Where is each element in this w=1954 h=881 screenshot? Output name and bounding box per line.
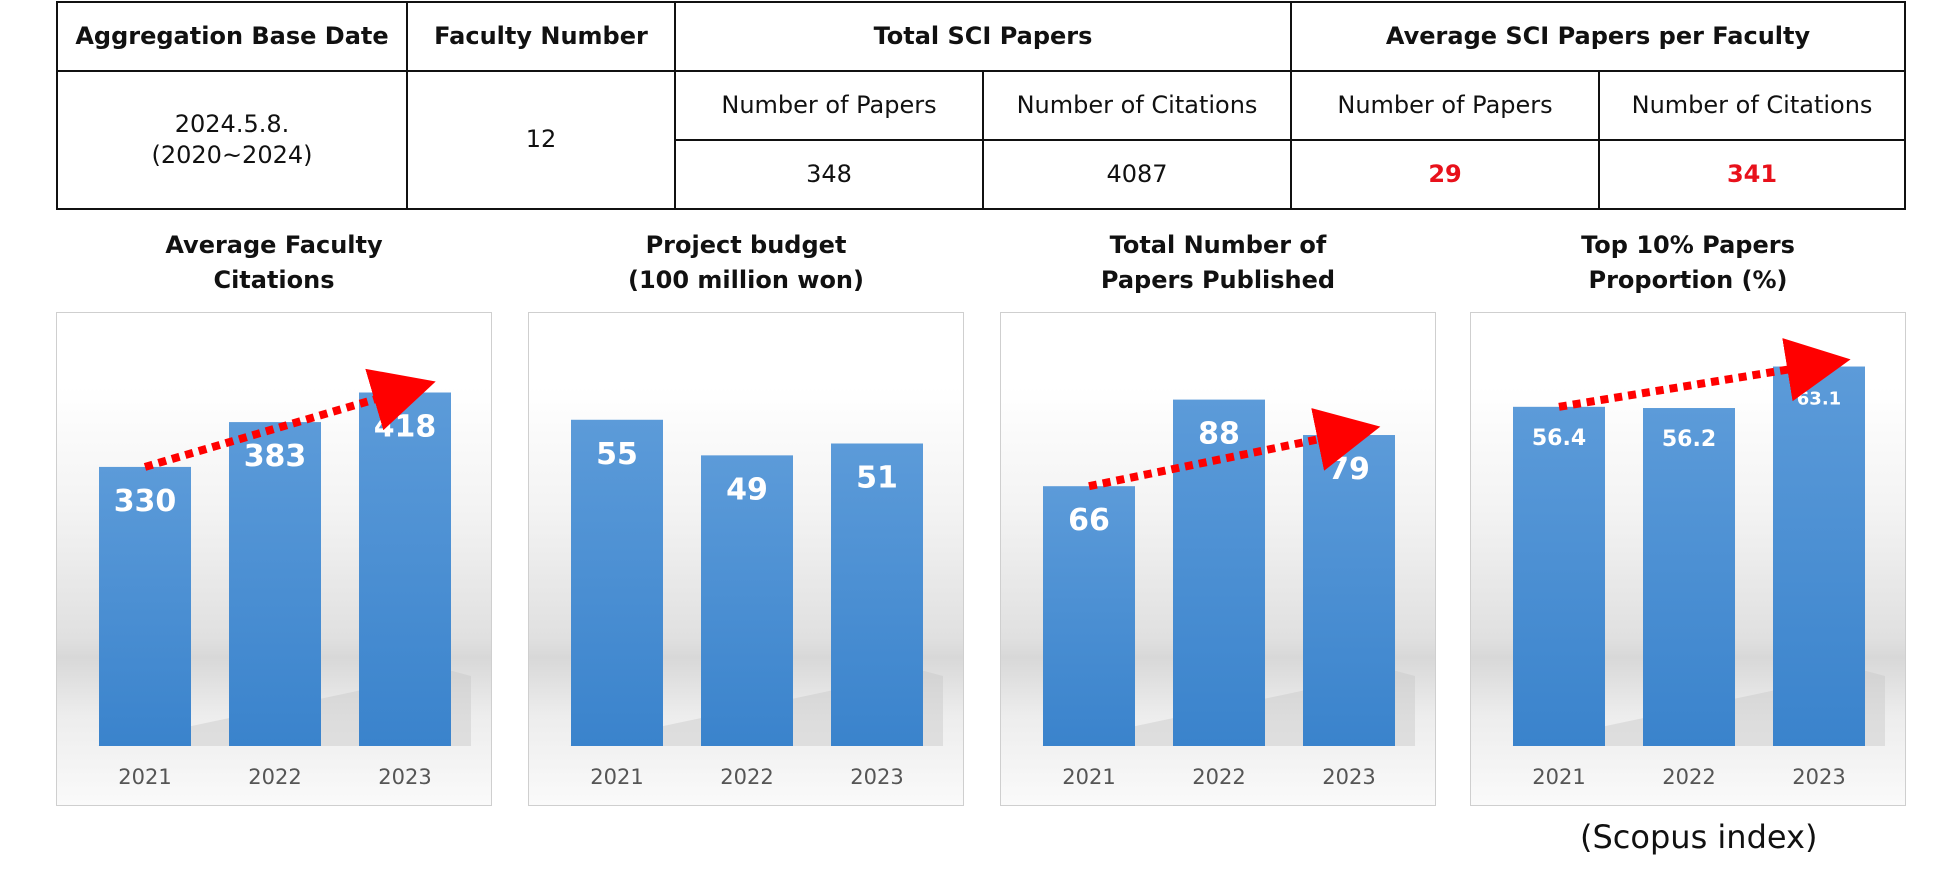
chart-title: Average Faculty Citations — [56, 226, 492, 300]
x-tick-label: 2022 — [1192, 765, 1245, 789]
bar-2022 — [701, 455, 793, 746]
bar-2023 — [1303, 435, 1395, 746]
x-tick-label: 2023 — [1792, 765, 1845, 789]
data-label: 66 — [1068, 503, 1110, 538]
trend-arrow — [143, 368, 436, 471]
data-label: 56.4 — [1532, 426, 1586, 451]
chart-title: Project budget (100 million won) — [528, 226, 964, 300]
chart-total-papers-published: Total Number of Papers Published 66 2021 88… — [1000, 226, 1436, 806]
data-label: 56.2 — [1662, 427, 1716, 452]
chart-svg: 55 2021 49 2022 51 2023 — [569, 419, 943, 789]
chart-title-line: Papers Published — [1100, 266, 1336, 294]
subheader-total-papers: Number of Papers — [674, 70, 984, 141]
subheader-avg-citations: Number of Citations — [1598, 70, 1907, 141]
data-label: 55 — [596, 437, 638, 472]
bar-2023 — [359, 392, 451, 746]
value-faculty-number: 12 — [406, 70, 676, 210]
x-tick-label: 2021 — [1062, 765, 1115, 789]
bar-2021 — [571, 419, 663, 746]
chart-title-line: Proportion (%) — [1588, 266, 1788, 294]
chart-svg: 66 2021 88 2022 79 2023 — [1041, 399, 1415, 789]
x-tick-label: 2022 — [1662, 765, 1715, 789]
chart-title-line: Project budget — [645, 231, 847, 259]
x-tick-label: 2021 — [118, 765, 171, 789]
bar-2022 — [1643, 408, 1735, 746]
chart-svg: 56.4 2021 56.2 2022 63.1 2023 — [1511, 338, 1885, 789]
chart-project-budget: Project budget (100 million won) 55 2021 49… — [528, 226, 964, 806]
chart-title-line: Citations — [213, 266, 335, 294]
value-base-date: 2024.5.8. (2020~2024) — [56, 70, 408, 210]
data-label: 383 — [244, 439, 307, 474]
chart-average-faculty-citations: Average Faculty Citations 330 2021 383 2022 4… — [56, 226, 492, 806]
trend-arrow — [1088, 408, 1381, 491]
chart-title: Top 10% Papers Proportion (%) — [1470, 226, 1906, 300]
chart-title-line: (100 million won) — [628, 266, 864, 294]
header-total-sci-papers: Total SCI Papers — [673, 1, 1293, 72]
data-label: 79 — [1328, 452, 1370, 487]
x-tick-label: 2023 — [850, 765, 903, 789]
x-tick-label: 2021 — [590, 765, 643, 789]
bar-2021 — [1043, 486, 1135, 746]
bar-2021 — [99, 466, 191, 746]
data-label: 49 — [726, 472, 768, 507]
bar-2022 — [229, 422, 321, 746]
chart-panel: 55 2021 49 2022 51 2023 — [528, 312, 964, 806]
data-label: 330 — [114, 484, 177, 519]
chart-title-line: Total Number of — [1109, 231, 1327, 259]
header-average-sci-papers: Average SCI Papers per Faculty — [1290, 1, 1907, 72]
summary-table: Aggregation Base Date Faculty Number Tot… — [56, 1, 1907, 210]
bar-2021 — [1513, 406, 1605, 746]
data-label: 51 — [856, 460, 898, 495]
header-base-date: Aggregation Base Date — [56, 1, 408, 72]
data-label: 63.1 — [1797, 389, 1841, 410]
chart-title: Total Number of Papers Published — [1000, 226, 1436, 300]
chart-title-line: Average Faculty — [165, 231, 383, 259]
chart-top-10-percent-papers: Top 10% Papers Proportion (%) 56.4 2021 56.… — [1470, 226, 1906, 806]
chart-panel: 330 2021 383 2022 418 2023 — [56, 312, 492, 806]
subheader-avg-papers: Number of Papers — [1290, 70, 1601, 141]
bar-2023 — [831, 443, 923, 746]
chart-svg: 330 2021 383 2022 418 2023 — [97, 368, 471, 789]
footnote-scopus-index: (Scopus index) — [1580, 818, 1818, 856]
value-total-papers: 348 — [674, 139, 984, 210]
chart-panel: 66 2021 88 2022 79 2023 — [1000, 312, 1436, 806]
x-tick-label: 2023 — [1322, 765, 1375, 789]
value-avg-papers: 29 — [1290, 139, 1601, 210]
x-tick-label: 2022 — [720, 765, 773, 789]
value-total-citations: 4087 — [981, 139, 1293, 210]
data-label: 418 — [374, 409, 437, 444]
chart-panel: 56.4 2021 56.2 2022 63.1 2023 — [1470, 312, 1906, 806]
chart-title-line: Top 10% Papers — [1581, 231, 1795, 259]
data-label: 88 — [1198, 417, 1240, 452]
x-tick-label: 2021 — [1532, 765, 1585, 789]
subheader-total-citations: Number of Citations — [981, 70, 1293, 141]
x-tick-label: 2022 — [248, 765, 301, 789]
value-avg-citations: 341 — [1598, 139, 1907, 210]
x-tick-label: 2023 — [378, 765, 431, 789]
bar-2023 — [1773, 366, 1865, 746]
trend-arrow — [1558, 338, 1851, 411]
header-faculty-number: Faculty Number — [406, 1, 676, 72]
